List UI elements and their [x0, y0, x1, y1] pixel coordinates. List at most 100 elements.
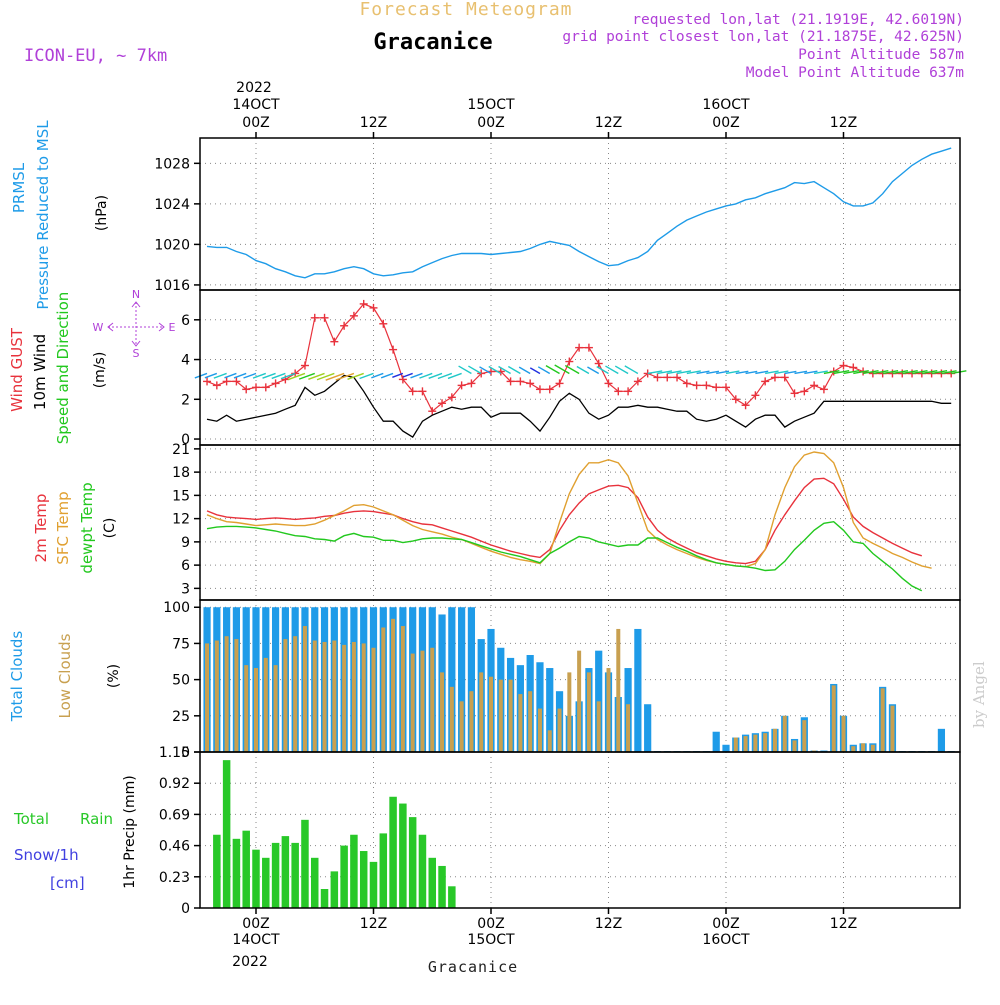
wind-direction-arrow [371, 372, 384, 379]
bottom-date-label: 14OCT [232, 932, 280, 948]
compass-n: N [132, 288, 140, 301]
gust-marker [702, 381, 711, 390]
gust-marker [535, 385, 544, 394]
gust-marker [770, 373, 779, 382]
low-clouds-bar [567, 672, 572, 752]
wind-direction-arrow [545, 365, 560, 375]
wind-direction-arrow [252, 372, 267, 379]
wind-direction-arrow [882, 370, 899, 375]
low-clouds-bar [224, 636, 229, 752]
wind-speed-dir-label: Speed and Direction [54, 292, 72, 445]
y-tick-label: 15 [172, 488, 190, 504]
low-clouds-bar [861, 743, 866, 752]
low-clouds-bar [792, 740, 797, 752]
wind-direction-arrow [410, 372, 423, 379]
gust-marker [359, 299, 368, 308]
wind-direction-arrow [271, 372, 286, 380]
temp-dewpt-label: dewpt Temp [78, 482, 96, 573]
gust-marker [722, 383, 730, 392]
low-clouds-bar [244, 665, 249, 752]
total-clouds-bar [467, 607, 476, 752]
wind-direction-arrow [287, 372, 306, 381]
chart-title: Forecast Meteogram [359, 0, 572, 20]
gust-marker [506, 377, 515, 386]
wind-unit: (m/s) [92, 352, 108, 389]
low-clouds-bar [772, 728, 777, 752]
clouds-low-label: Low Clouds [56, 633, 74, 718]
low-clouds-bar [782, 715, 787, 752]
wind-direction-arrow [335, 372, 355, 381]
low-clouds-bar [518, 694, 523, 752]
wind-direction-arrow [507, 365, 521, 375]
y-tick-label: 6 [181, 313, 190, 329]
bottom-date-label: 15OCT [467, 932, 515, 948]
wind-direction-arrow [667, 370, 682, 375]
wind-direction-arrow [428, 372, 443, 379]
low-clouds-bar [351, 641, 356, 752]
low-clouds-bar [312, 640, 317, 752]
y-tick-label: 18 [172, 465, 190, 481]
rain-bar [369, 861, 378, 908]
wind-direction-arrow [784, 370, 797, 375]
wind-direction-arrow [716, 370, 730, 375]
low-clouds-bar [841, 715, 846, 752]
gust-marker [242, 385, 251, 394]
clouds-panel: 0 25 50 75 100 [163, 600, 960, 761]
wind-direction-arrow [479, 366, 492, 375]
gust-marker [633, 377, 642, 386]
low-clouds-bar [616, 628, 621, 752]
top-time-axis: 14OCT 00Z 12Z 15OCT 00Z 12Z 16OCT 00Z 12Z [232, 97, 857, 138]
total-clouds-bar [644, 704, 652, 752]
gust-marker [839, 361, 848, 370]
y-tick-label: 0 [181, 901, 190, 917]
wind-direction-arrow [862, 370, 879, 375]
precip-total-label: Total [13, 810, 49, 828]
top-hour-label: 12Z [595, 115, 622, 131]
pressure-label-msl: Pressure Reduced to MSL [34, 120, 52, 310]
y-tick-label: 4 [181, 353, 190, 369]
wind-direction-arrow [458, 365, 472, 375]
total-clouds-bar [634, 628, 642, 752]
gust-marker [594, 359, 603, 368]
temp-2m-line [206, 477, 923, 565]
low-clouds-bar [449, 686, 454, 752]
location-title: Gracanice [373, 30, 492, 55]
clouds-unit: (%) [106, 664, 122, 688]
wind-direction-arrow [686, 370, 701, 375]
y-tick-label: 3 [181, 581, 190, 597]
top-year-label: 2022 [236, 80, 272, 96]
gust-marker [682, 379, 691, 388]
temp-sfc-label: SFC Temp [54, 491, 72, 564]
gust-marker [310, 313, 319, 322]
wind-compass: N S W E [93, 288, 176, 360]
clouds-total-label: Total Clouds [8, 631, 26, 723]
bottom-hour-label: 12Z [830, 916, 857, 932]
rain-bar [330, 871, 339, 908]
gust-marker [819, 385, 828, 394]
wind-direction-arrow [814, 370, 828, 375]
rain-bar [232, 838, 241, 908]
gust-marker [810, 381, 819, 390]
rain-bar [340, 845, 348, 908]
low-clouds-bar [851, 746, 856, 752]
pressure-line [206, 147, 952, 279]
gust-marker [545, 385, 554, 394]
wind-direction-arrow [921, 370, 938, 375]
wind-direction-arrow [488, 365, 502, 375]
y-tick-label: 0.92 [159, 776, 190, 792]
y-tick-label: 1016 [154, 278, 190, 294]
y-tick-label: 12 [172, 512, 190, 528]
wind-direction-arrow [605, 365, 619, 375]
y-tick-label: 0.46 [159, 839, 190, 855]
low-clouds-bar [381, 627, 386, 752]
gust-marker [575, 343, 584, 352]
gust-marker [849, 363, 858, 372]
panel-border [199, 289, 961, 446]
wind-direction-arrow [204, 372, 218, 379]
rain-bar [379, 833, 388, 908]
panel-border [199, 751, 961, 909]
gust-marker [614, 387, 623, 396]
low-clouds-bar [283, 639, 288, 752]
